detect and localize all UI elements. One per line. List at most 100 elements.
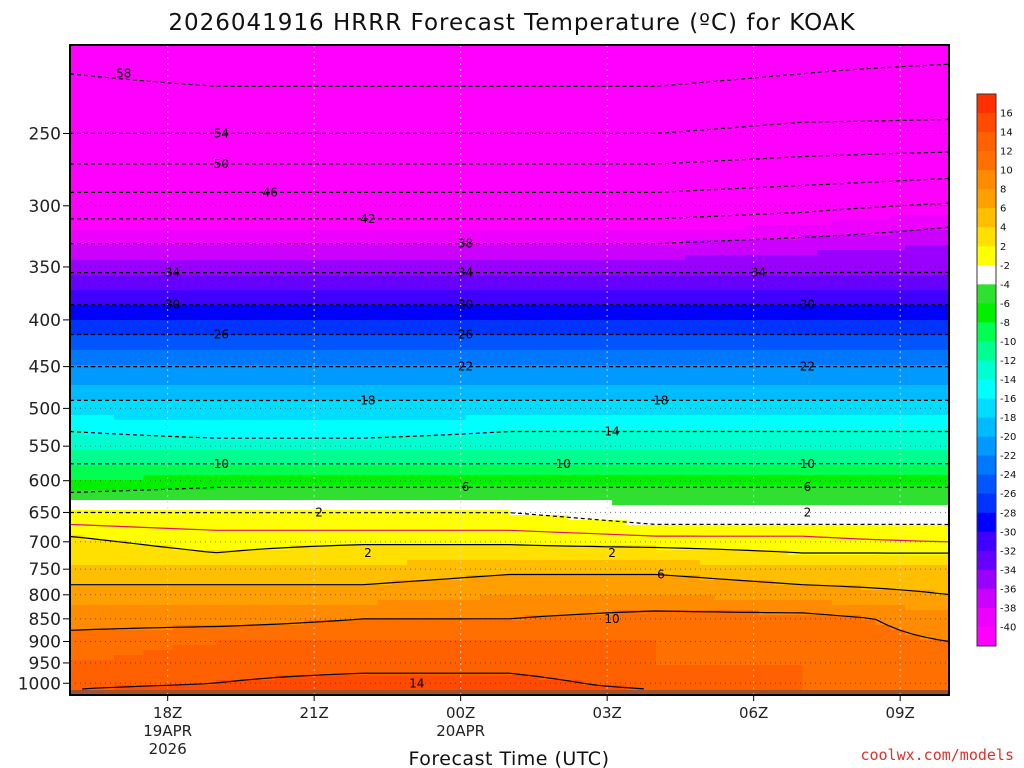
- temperature-fill-bands: [70, 45, 949, 695]
- temperature-cell: [494, 430, 949, 436]
- temperature-cell: [304, 620, 877, 626]
- temperature-cell: [143, 650, 657, 656]
- temperature-cell: [465, 415, 949, 421]
- temperature-cell: [70, 400, 949, 406]
- colorbar-label: -38: [1000, 603, 1016, 614]
- temperature-cell: [70, 575, 467, 581]
- temperature-cell: [70, 690, 949, 695]
- contour-label: 26: [214, 327, 229, 341]
- colorbar-label: 2: [1000, 242, 1006, 253]
- temperature-cell: [934, 590, 949, 596]
- temperature-cell: [70, 500, 613, 506]
- temperature-cell: [802, 235, 949, 241]
- y-tick-label: 900: [29, 632, 61, 652]
- temperature-cell: [377, 600, 833, 606]
- temperature-cell: [70, 270, 949, 276]
- temperature-cell: [758, 610, 949, 616]
- temperature-cell: [70, 90, 949, 96]
- contour-line-0: [70, 523, 949, 543]
- contour-label: 10: [556, 457, 571, 471]
- temperature-cell: [70, 120, 949, 126]
- temperature-cell: [70, 630, 906, 636]
- contour-line--58: [70, 63, 949, 88]
- temperature-cell: [905, 630, 949, 636]
- colorbar-label: -40: [1000, 622, 1016, 633]
- temperature-cell: [70, 430, 86, 436]
- colorbar-swatch: [977, 284, 996, 304]
- colorbar-swatch: [977, 588, 996, 609]
- temperature-cell: [70, 130, 949, 136]
- contour-label: 2: [608, 546, 616, 560]
- temperature-cell: [70, 595, 481, 601]
- colorbar-label: -22: [1000, 451, 1016, 462]
- temperature-cell: [70, 385, 949, 391]
- y-axis: 2503003504004505005506006507007508008509…: [18, 124, 70, 694]
- colorbar-label: -6: [1000, 299, 1010, 310]
- contour-label: 42: [360, 212, 375, 226]
- temperature-cell: [70, 45, 949, 51]
- temperature-cell: [905, 245, 949, 251]
- colorbar-label: -8: [1000, 318, 1010, 329]
- temperature-cell: [831, 600, 949, 606]
- temperature-cell: [538, 675, 804, 681]
- contour-label: 10: [800, 457, 815, 471]
- temperature-cell: [890, 215, 949, 221]
- plot-frame: [69, 44, 950, 696]
- temperature-cell: [70, 280, 949, 286]
- temperature-cell: [216, 640, 657, 646]
- temperature-cell: [905, 605, 949, 611]
- temperature-cell: [70, 65, 949, 71]
- temperature-cell: [70, 600, 379, 606]
- temperature-cell: [113, 685, 628, 691]
- colorbar-swatch: [977, 360, 996, 380]
- contour-label: 14: [604, 424, 619, 438]
- temperature-cell: [70, 240, 686, 246]
- temperature-cell: [861, 615, 949, 621]
- temperature-cell: [70, 495, 949, 501]
- temperature-cell: [172, 625, 892, 631]
- contour-label: 58: [116, 67, 131, 81]
- temperature-cell: [612, 610, 760, 616]
- temperature-cell: [70, 660, 657, 666]
- temperature-cell: [70, 435, 203, 441]
- temperature-cell: [70, 390, 949, 396]
- temperature-cell: [831, 220, 949, 226]
- temperature-cell: [656, 650, 949, 656]
- temperature-cell: [70, 140, 949, 146]
- y-tick-label: 750: [29, 560, 61, 580]
- temperature-cell: [70, 375, 949, 381]
- temperature-cell: [70, 455, 949, 461]
- temperature-cell: [70, 560, 408, 566]
- temperature-cell: [70, 105, 949, 111]
- temperature-cell: [70, 580, 393, 586]
- temperature-cell: [70, 110, 949, 116]
- colorbar-swatch: [977, 341, 996, 361]
- temperature-cell: [70, 135, 949, 141]
- contour-label: 30: [458, 298, 473, 312]
- colorbar: 16 14 12 10 8 6 4 2 -2 -4 -6 -8 -10 -12 -14 -16 -18 -20 -2…: [976, 93, 1016, 647]
- temperature-cell: [70, 115, 949, 121]
- temperature-cell: [377, 435, 949, 441]
- temperature-cell: [70, 585, 862, 591]
- temperature-cell: [84, 430, 496, 436]
- temperature-cell: [70, 250, 818, 256]
- temperature-cell: [70, 535, 86, 541]
- temperature-cell: [289, 545, 657, 551]
- temperature-cell: [70, 125, 949, 131]
- temperature-cell: [113, 655, 657, 661]
- colorbar-label: 14: [1000, 128, 1013, 139]
- temperature-cell: [465, 575, 701, 581]
- temperature-cell: [70, 625, 174, 631]
- temperature-cell: [70, 460, 949, 466]
- temperature-cell: [70, 395, 949, 401]
- x-tick-label: 18Z: [153, 704, 182, 722]
- temperature-cell: [70, 425, 949, 431]
- contour-lines: [70, 63, 949, 690]
- temperature-cell: [70, 275, 949, 281]
- colorbar-swatch: [977, 512, 996, 533]
- temperature-cell: [802, 670, 949, 676]
- temperature-cell: [172, 645, 657, 651]
- colorbar-swatch: [977, 550, 996, 571]
